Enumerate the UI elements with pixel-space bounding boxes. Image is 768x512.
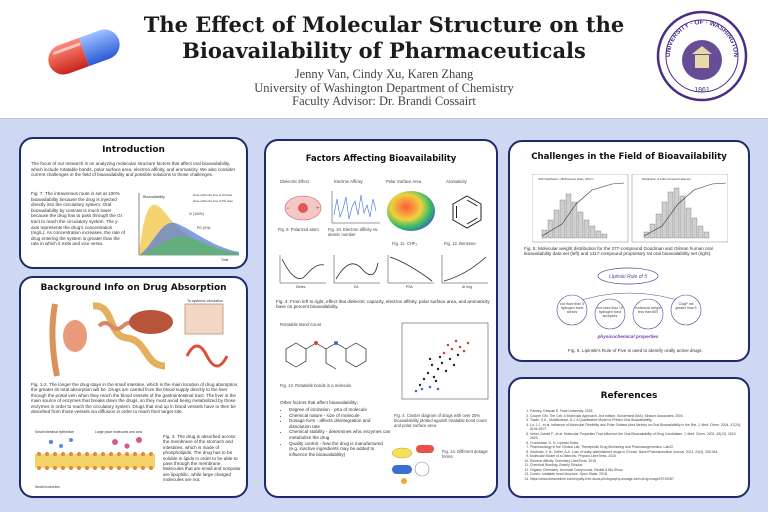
poster-authors: Jenny Van, Cindy Xu, Karen Zhang Univers… [120,67,648,109]
label-large-polar-molecules: Large polar molecules and ions [95,430,142,434]
label-dielectric: Dielectric Effect [280,179,310,184]
electron-affinity-plot [331,191,380,224]
other-factor-item: Chemical nature - size of molecule [289,413,392,419]
label-electron-affinity: Electron Affinity [334,179,363,184]
polarized-atom-icon: − + [284,195,322,221]
curve-label-psa: PSA [406,285,414,289]
reference-item: Lu, J.J., et al. Influence of Molecular … [530,423,742,432]
other-factor-item: Chemical stability - determines whic enz… [289,429,392,440]
other-factors-list: Degree of ionization - pKa of molecule C… [280,407,392,457]
reference-item: Kaufman, Y. B., Keller, A.A. Loss of ora… [530,450,742,455]
reference-item: Cooper GM. The Cell: A Molecular Approac… [530,414,742,419]
other-factor-item: Degree of ionization - pKa of molecule [289,407,392,413]
faculty-advisor: Faculty Advisor: Dr. Brandi Cossairt [292,94,476,108]
challenges-panel: Challenges in the Field of Bioavailabili… [508,140,750,362]
curve-label-ea: EA [354,285,359,289]
fig4-caption: Fig. 4. Cluster diagram of drugs with ov… [394,413,487,428]
benzene-icon [452,195,482,229]
fig1-2-caption: Fig. 1-2. The longer the drug stays in t… [31,382,239,415]
curve-label-dielectric: Dielec. [296,285,306,289]
cluster-diagram [401,322,489,400]
reference-item: Molecular Model of a Dielectric. Physics… [530,454,742,459]
fig3-caption: Fig. 3. The drug is absorbed across the … [163,434,241,483]
fig3-factors-caption: Fig. 3. From left to right, effect that … [276,299,490,310]
fig7-caption: Fig. 7. The intravenous route is set at … [31,191,125,247]
svg-text:−: − [286,206,290,212]
reference-item: Chemical Bonding. Brainly Scholar. [530,463,742,468]
poster-title: The Effect of Molecular Structure on the… [143,12,625,63]
seal-year: 1861 [694,87,710,94]
svg-text:+: + [316,206,320,212]
molecular-weight-histograms: GSK Distribution: 1829 Human Drels, 20% … [532,174,728,243]
introduction-text: The focus of our research is on analyzin… [31,161,236,178]
graph-label-bioavailability: Bioavailability [143,195,165,199]
label-small-molecules: Small molecules [35,485,60,489]
references-list: Pandey, Deepak S. Fault University. 2018… [522,409,742,481]
reference-item: Cronkshaw, D. N. Lipinski Rules. [530,441,742,446]
lipinski-item: ClogP not greater than 5 [675,302,697,311]
graph-label-iv: IV (100%) [189,212,204,216]
label-aromaticity: Aromaticity [446,179,467,184]
dosage-forms-icon [391,445,434,484]
introduction-panel: Introduction The focus of our research i… [19,137,248,269]
lipinski-item: not more than 10 hydrogen bond acceptors [597,306,623,319]
graph-label-po-dose: Dose within the time of PO dose [193,199,233,203]
reference-item: Organic Chemistry: Aromatic Compounds. R… [530,468,742,473]
graph-label-iv-dose: Dose within the time of IV bolus [193,193,233,197]
lipinski-center-label: physicochemical properties [597,334,659,339]
poster-header: The Effect of Molecular Structure on the… [0,0,768,118]
references-panel: References Pandey, Deepak S. Fault Unive… [508,377,750,498]
lipinski-item: molecular weight less than 500 [635,306,661,315]
other-factor-item: Quality control - how the drug is manufa… [289,441,392,458]
capsule-icon [48,29,120,75]
reference-item: Pandey, Deepak S. Fault University. 2018… [530,409,742,414]
factors-heading: Factors Affecting Bioavailability [305,153,457,163]
references-heading: References [600,391,658,401]
label-polar-surface-area: Polar Surface Area [386,179,422,184]
fig5-caption: Fig. 5. Molecular weight distribution fo… [524,246,713,257]
graph-label-po: PO (X%) [197,226,210,230]
background-heading: Background Info on Drug Absorption [40,283,227,293]
fig14-caption: Fig. 14. Different dosage forms. [442,449,488,459]
fig11-caption: Fig. 11. CHF₃ [392,241,418,246]
digestive-system-diagram: To systemic circulation [35,296,240,382]
reference-item: https://www.dreamstime.com/royalty-free-… [530,477,742,482]
fig6-caption: Fig. 6. Lipinski's Rule of Five is used … [568,348,703,353]
rotatable-bond-heading: Rotatable Bond Count [280,322,322,327]
other-factors-heading: Other factors that affect bioavailabilit… [280,400,358,405]
polar-surface-molecule-icon [387,191,435,231]
author-names: Jenny Van, Cindy Xu, Karen Zhang [294,67,474,81]
label-systemic-circulation: To systemic circulation [187,299,223,303]
rotatable-bond-diagram [285,341,367,370]
histogram-title-left: GSK Distribution: 1829 Human Drels, 20% … [538,177,595,181]
reference-item: Tiwari, S.K., Mutalikdesai, A.J. A Quant… [530,418,742,423]
curve-label-ring: Ar ring [462,285,472,289]
challenges-heading: Challenges in the Field of Bioavailabili… [531,152,727,162]
reference-item: Veber, Daniel F., et al. Molecular Prope… [530,432,742,441]
fig10-caption: Fig. 10. Electron affinity vs. atomic nu… [328,227,379,237]
reference-item: Electron Affinity. Chemistry LibreTexts.… [530,459,742,464]
histogram-title-right: Distribution of 1149 compound data set [642,177,691,181]
reference-item: Cortex: rotatable bond structure. Open S… [530,472,742,477]
lipinski-title: Lipinski Rule of 5 [609,274,647,280]
fig12-caption: Fig. 12. Benzene [444,241,476,246]
membrane-diagram: Small intestinal epithelium Large polar … [35,430,155,489]
reference-item: Pharmacology in the Clinical Lab: Therap… [530,445,742,450]
lipinski-rule-diagram: Lipinski Rule of 5 not more than 5 hydro… [556,267,702,339]
other-factor-item: Dosage form - affects disintegration and… [289,418,392,429]
department: University of Washington Department of C… [254,80,514,95]
fig13-caption: Fig. 13. Rotatable bonds in a molecule [280,383,352,388]
background-panel: Background Info on Drug Absorption To sy… [19,276,248,498]
university-seal-icon: UNIVERSITY · OF · WASHINGTON 1861 [656,10,748,102]
graph-label-time: Time [221,258,229,262]
label-intestinal-epithelium: Small intestinal epithelium [35,430,74,434]
factors-panel: Factors Affecting Bioavailability Dielec… [264,139,498,498]
bioavailability-curves: Dielec. EA PSA Ar ring [279,255,488,289]
lipinski-item: not more than 5 hydrogen bond donors [560,302,584,315]
bioavailability-graph: Bioavailability Dose within the time of … [138,193,239,262]
fig9-caption: Fig. 9. Polarized atom. [278,227,320,232]
introduction-heading: Introduction [102,145,165,155]
